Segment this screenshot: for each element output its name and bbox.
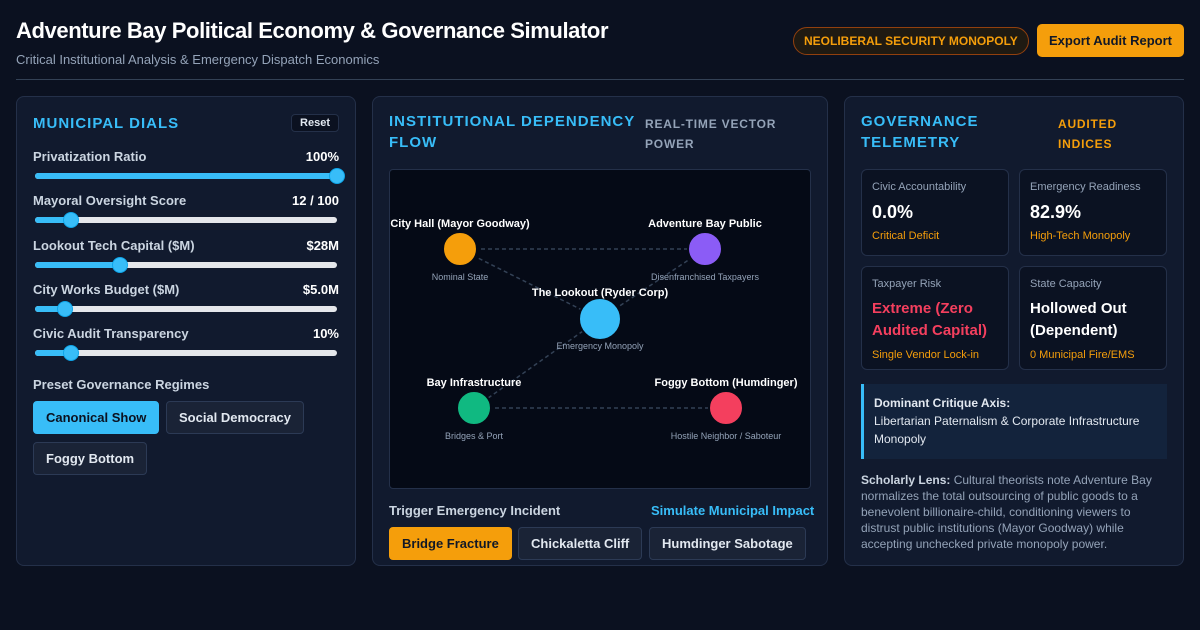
metric-note: Single Vendor Lock-in: [872, 349, 980, 361]
dial-label: Lookout Tech Capital ($M): [33, 238, 195, 253]
slider-fill: [35, 217, 72, 223]
slider-fill: [35, 262, 120, 268]
node-sub-public: Disenfranchised Taxpayers: [651, 272, 759, 282]
incident-bridge-fracture-button[interactable]: Bridge Fracture: [389, 527, 512, 560]
critique-title: Dominant Critique Axis:: [874, 396, 1011, 410]
incident-chickaletta-cliff-button[interactable]: Chickaletta Cliff: [518, 527, 643, 560]
telemetry-title: GOVERNANCE TELEMETRY: [861, 113, 979, 151]
dependency-flow-diagram: City Hall (Mayor Goodway) Nominal State …: [389, 169, 811, 489]
preset-social-democracy-button[interactable]: Social Democracy: [166, 401, 305, 434]
dial-value: 100%: [305, 149, 339, 164]
privatization-ratio-slider[interactable]: [35, 168, 345, 184]
node-sub-city-hall: Nominal State: [431, 272, 489, 282]
node-label-lookout: The Lookout (Ryder Corp): [531, 287, 669, 299]
mayoral-oversight-slider[interactable]: [35, 212, 337, 228]
app-header: Adventure Bay Political Economy & Govern…: [16, 18, 1184, 80]
edge-lookout-infra: [473, 318, 601, 409]
flow-title: INSTITUTIONAL DEPENDENCY FLOW: [389, 113, 635, 151]
lens-title: Scholarly Lens:: [861, 473, 951, 487]
edge-city-hall-lookout: [459, 248, 601, 320]
node-sub-infra: Bridges & Port: [444, 431, 504, 441]
lookout-tech-capital-slider[interactable]: [35, 257, 337, 273]
slider-thumb[interactable]: [63, 345, 80, 361]
audited-indices-label: AUDITED INDICES: [1058, 117, 1117, 151]
metric-value: 0.0%: [872, 202, 914, 222]
metric-label: Civic Accountability: [872, 181, 967, 193]
simulate-impact-link[interactable]: Simulate Municipal Impact: [651, 503, 815, 518]
dial-value: 10%: [312, 326, 339, 341]
preset-regimes-title: Preset Governance Regimes: [33, 377, 210, 392]
metric-label: State Capacity: [1030, 278, 1102, 290]
dial-value: $5.0M: [302, 282, 339, 297]
incident-humdinger-sabotage-button[interactable]: Humdinger Sabotage: [649, 527, 806, 560]
node-city-hall[interactable]: [442, 231, 478, 267]
metric-card-civic-accountability: Civic Accountability 0.0% Critical Defic…: [861, 169, 1009, 256]
slider-fill: [35, 173, 337, 179]
dial-label: Privatization Ratio: [33, 149, 147, 164]
metric-value: Hollowed Out (Dependent): [1030, 300, 1127, 339]
scholarly-lens: Scholarly Lens: Cultural theorists note …: [861, 472, 1167, 552]
node-label-city-hall: City Hall (Mayor Goodway): [390, 218, 530, 230]
flow-subtitle: REAL-TIME VECTOR POWER: [645, 117, 777, 151]
metric-note: 0 Municipal Fire/EMS: [1030, 349, 1135, 361]
trigger-incident-label: Trigger Emergency Incident: [389, 503, 561, 518]
dependency-flow-panel: INSTITUTIONAL DEPENDENCY FLOW REAL-TIME …: [372, 96, 828, 566]
metric-card-state-capacity: State Capacity Hollowed Out (Dependent) …: [1019, 266, 1167, 370]
critique-text: Libertarian Paternalism & Corporate Infr…: [874, 414, 1140, 446]
export-audit-report-button[interactable]: Export Audit Report: [1037, 24, 1184, 57]
lens-text: Cultural theorists note Adventure Bay no…: [861, 473, 1152, 551]
governance-telemetry-panel: GOVERNANCE TELEMETRY AUDITED INDICES Civ…: [844, 96, 1184, 566]
dial-label: City Works Budget ($M): [33, 282, 180, 297]
metric-value: Extreme (Zero Audited Capital): [872, 300, 987, 339]
flow-graph: [442, 231, 744, 426]
page-title: Adventure Bay Political Economy & Govern…: [16, 18, 609, 43]
preset-foggy-bottom-button[interactable]: Foggy Bottom: [33, 442, 148, 475]
metric-card-taxpayer-risk: Taxpayer Risk Extreme (Zero Audited Capi…: [861, 266, 1009, 370]
metric-note: High-Tech Monopoly: [1030, 230, 1131, 242]
dial-label: Civic Audit Transparency: [33, 326, 189, 341]
metric-value: 82.9%: [1030, 202, 1082, 222]
preset-canonical-show-button[interactable]: Canonical Show: [33, 401, 160, 434]
metric-card-emergency-readiness: Emergency Readiness 82.9% High-Tech Mono…: [1019, 169, 1167, 256]
municipal-dials-panel: MUNICIPAL DIALS Reset Privatization Rati…: [16, 96, 356, 566]
city-works-budget-slider[interactable]: [35, 301, 337, 317]
slider-thumb[interactable]: [63, 212, 80, 228]
node-the-lookout[interactable]: [578, 297, 622, 341]
slider-thumb[interactable]: [329, 168, 345, 184]
reset-button[interactable]: Reset: [291, 114, 339, 132]
metric-label: Taxpayer Risk: [872, 278, 942, 290]
node-label-foggy: Foggy Bottom (Humdinger): [654, 377, 798, 389]
node-bay-infrastructure[interactable]: [456, 390, 492, 426]
node-sub-foggy: Hostile Neighbor / Saboteur: [670, 431, 782, 441]
slider-thumb[interactable]: [111, 257, 128, 273]
dials-title: MUNICIPAL DIALS: [33, 115, 180, 132]
node-foggy-bottom[interactable]: [708, 390, 744, 426]
metric-note: Critical Deficit: [872, 230, 940, 242]
critique-axis-box: Dominant Critique Axis: Libertarian Pate…: [861, 384, 1167, 459]
node-sub-lookout: Emergency Monopoly: [556, 341, 644, 351]
metric-label: Emergency Readiness: [1030, 181, 1141, 193]
node-label-infra: Bay Infrastructure: [426, 377, 522, 389]
dial-value: 12 / 100: [292, 193, 339, 208]
node-adventure-bay-public[interactable]: [687, 231, 723, 267]
slider-thumb[interactable]: [57, 301, 74, 317]
page-subtitle: Critical Institutional Analysis & Emerge…: [16, 52, 380, 67]
regime-mode-badge: NEOLIBERAL SECURITY MONOPOLY: [793, 27, 1029, 55]
slider-fill: [35, 350, 72, 356]
slider-fill: [35, 306, 66, 312]
node-label-public: Adventure Bay Public: [648, 218, 762, 230]
dial-label: Mayoral Oversight Score: [33, 193, 187, 208]
civic-audit-transparency-slider[interactable]: [35, 345, 337, 361]
dial-value: $28M: [306, 238, 339, 253]
